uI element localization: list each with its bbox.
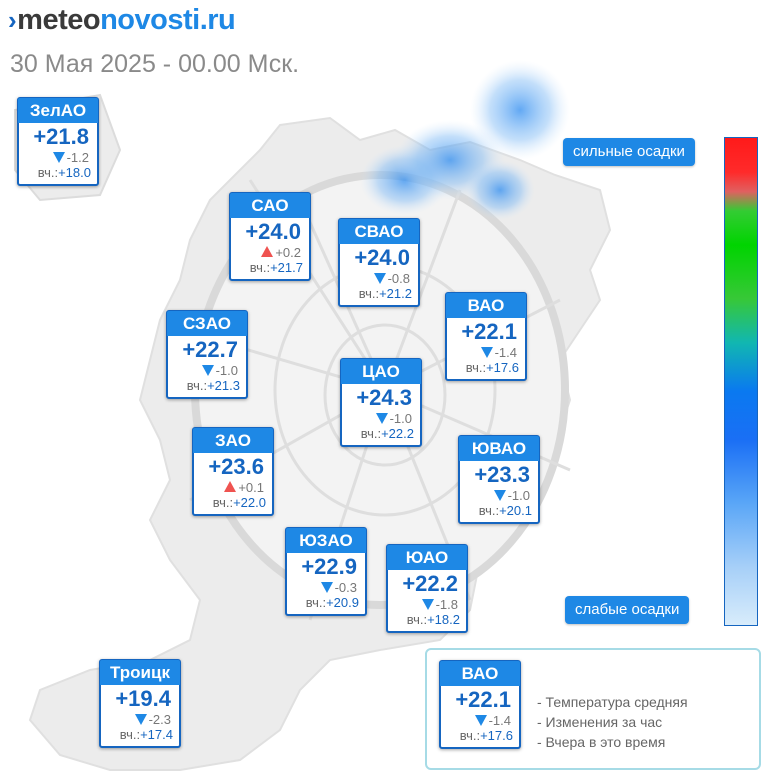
trend-down-icon — [474, 715, 487, 726]
temperature-value: +21.8 — [33, 124, 89, 149]
district-name: ЮВАО — [459, 436, 539, 461]
hourly-change: -2.3 — [101, 712, 179, 727]
temperature-value: +23.6 — [208, 454, 264, 479]
temperature-value: +22.9 — [301, 554, 357, 579]
district-card[interactable]: ЗелАО +21.8 -1.2 вч.:+18.0 — [17, 97, 99, 186]
district-name: СЗАО — [167, 311, 247, 336]
hourly-change: +0.1 — [194, 480, 272, 495]
hourly-change: -1.4 — [447, 345, 525, 360]
district-card[interactable]: СВАО +24.0 -0.8 вч.:+21.2 — [338, 218, 420, 307]
yesterday-value: вч.:+17.6 — [465, 360, 519, 375]
district-card[interactable]: ЦАО +24.3 -1.0 вч.:+22.2 — [340, 358, 422, 447]
precip-high-label: сильные осадки — [563, 138, 695, 166]
trend-down-icon — [421, 599, 434, 610]
temperature-value: +19.4 — [115, 686, 171, 711]
trend-down-icon — [134, 714, 147, 725]
logo-prefix: meteo — [17, 4, 101, 36]
trend-up-icon — [261, 246, 274, 257]
district-card[interactable]: ВАО +22.1 -1.4 вч.:+17.6 — [445, 292, 527, 381]
temperature-value: +24.0 — [354, 245, 410, 270]
district-name: ЮАО — [387, 545, 467, 570]
trend-down-icon — [480, 347, 493, 358]
legend-box: ВАО +22.1 -1.4 вч.:+17.6 - Температура с… — [425, 648, 761, 770]
yesterday-value: вч.:+18.2 — [406, 612, 460, 627]
hourly-change: -1.4 — [441, 713, 519, 728]
hourly-change: +0.2 — [231, 245, 309, 260]
hourly-change: -1.2 — [19, 150, 97, 165]
yesterday-value: вч.:+22.0 — [212, 495, 266, 510]
yesterday-value: вч.:+21.3 — [186, 378, 240, 393]
logo-suffix: novosti.ru — [100, 4, 236, 36]
trend-down-icon — [493, 490, 506, 501]
precip-cloud — [470, 60, 570, 160]
yesterday-value: вч.:+22.2 — [360, 426, 414, 441]
district-name: Троицк — [100, 660, 180, 685]
trend-down-icon — [373, 273, 386, 284]
district-name: ЗелАО — [18, 98, 98, 123]
district-card[interactable]: СЗАО +22.7 -1.0 вч.:+21.3 — [166, 310, 248, 399]
district-name: ЗАО — [193, 428, 273, 453]
district-name: ВАО — [446, 293, 526, 318]
precip-color-scale — [724, 137, 758, 626]
hourly-change: -1.0 — [342, 411, 420, 426]
hourly-change: -1.8 — [388, 597, 466, 612]
district-name: СВАО — [339, 219, 419, 244]
site-logo[interactable]: ›meteonovosti.ru — [8, 4, 236, 37]
legend-line-yesterday: - Вчера в это время — [537, 734, 666, 750]
temperature-value: +24.3 — [356, 385, 412, 410]
district-card[interactable]: ЮАО +22.2 -1.8 вч.:+18.2 — [386, 544, 468, 633]
trend-down-icon — [201, 365, 214, 376]
precip-low-label: слабые осадки — [565, 596, 690, 624]
district-card[interactable]: САО +24.0 +0.2 вч.:+21.7 — [229, 192, 311, 281]
district-name: ВАО — [440, 661, 520, 686]
precip-cloud — [465, 160, 535, 220]
district-card[interactable]: Троицк +19.4 -2.3 вч.:+17.4 — [99, 659, 181, 748]
temperature-value: +22.1 — [461, 319, 517, 344]
temperature-value: +22.1 — [455, 687, 511, 712]
yesterday-value: вч.:+17.6 — [459, 728, 513, 743]
temperature-value: +22.7 — [182, 337, 238, 362]
yesterday-value: вч.:+21.2 — [358, 286, 412, 301]
district-card[interactable]: ЮВАО +23.3 -1.0 вч.:+20.1 — [458, 435, 540, 524]
trend-down-icon — [320, 582, 333, 593]
district-card[interactable]: ЮЗАО +22.9 -0.3 вч.:+20.9 — [285, 527, 367, 616]
legend-line-change: - Изменения за час — [537, 714, 663, 730]
temperature-value: +22.2 — [402, 571, 458, 596]
yesterday-value: вч.:+17.4 — [119, 727, 173, 742]
logo-mark-icon: › — [8, 5, 17, 35]
page-title: 30 Мая 2025 - 00.00 Мск. — [10, 50, 300, 78]
district-card[interactable]: ЗАО +23.6 +0.1 вч.:+22.0 — [192, 427, 274, 516]
district-name: САО — [230, 193, 310, 218]
yesterday-value: вч.:+20.1 — [478, 503, 532, 518]
trend-up-icon — [224, 481, 237, 492]
trend-down-icon — [375, 413, 388, 424]
hourly-change: -1.0 — [460, 488, 538, 503]
hourly-change: -0.8 — [340, 271, 418, 286]
legend-descriptions: - Температура средняя - Изменения за час… — [537, 692, 688, 752]
hourly-change: -1.0 — [168, 363, 246, 378]
district-name: ЮЗАО — [286, 528, 366, 553]
hourly-change: -0.3 — [287, 580, 365, 595]
yesterday-value: вч.:+20.9 — [305, 595, 359, 610]
trend-down-icon — [52, 152, 65, 163]
legend-line-temp: - Температура средняя — [537, 694, 688, 710]
legend-sample-card: ВАО +22.1 -1.4 вч.:+17.6 — [439, 660, 521, 749]
temperature-value: +24.0 — [245, 219, 301, 244]
yesterday-value: вч.:+21.7 — [249, 260, 303, 275]
yesterday-value: вч.:+18.0 — [37, 165, 91, 180]
district-name: ЦАО — [341, 359, 421, 384]
temperature-value: +23.3 — [474, 462, 530, 487]
